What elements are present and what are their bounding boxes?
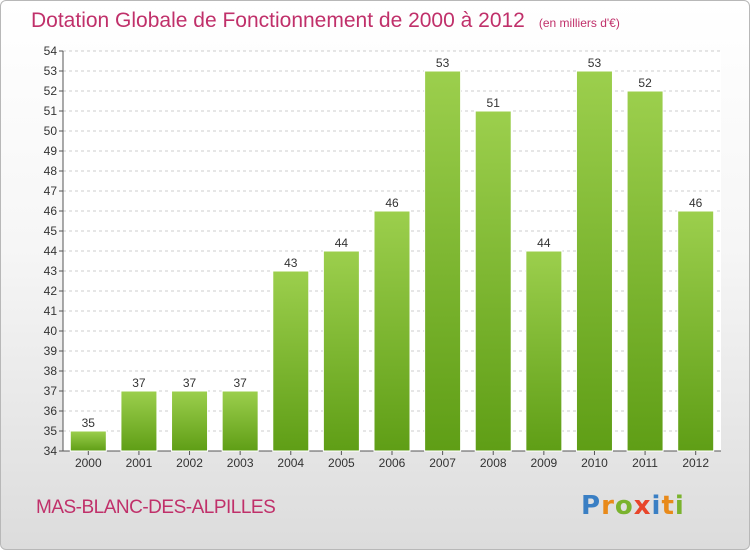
proxiti-logo: Proxiti: [581, 491, 685, 521]
y-tick-label: 50: [44, 124, 58, 138]
y-tick-label: 49: [44, 144, 58, 158]
x-tick-label: 2005: [328, 456, 355, 470]
y-tick-label: 54: [44, 44, 58, 58]
logo-letter: P: [581, 491, 602, 521]
x-tick-label: 2012: [682, 456, 709, 470]
y-tick-label: 43: [44, 264, 58, 278]
x-tick-label: 2003: [227, 456, 254, 470]
x-tick-label: 2001: [126, 456, 153, 470]
y-tick-label: 40: [44, 324, 58, 338]
x-tick-label: 2000: [75, 456, 102, 470]
x-tick-label: 2010: [581, 456, 608, 470]
bar: [171, 390, 209, 452]
y-tick-label: 37: [44, 384, 58, 398]
logo-letter: t: [661, 491, 675, 521]
y-tick-label: 41: [44, 304, 58, 318]
y-tick-label: 53: [44, 64, 58, 78]
logo-letter: x: [633, 491, 652, 521]
bar: [272, 270, 310, 452]
y-tick-label: 47: [44, 184, 58, 198]
chart-title-text: Dotation Globale de Fonctionnement de 20…: [31, 9, 525, 32]
x-tick-label: 2004: [277, 456, 304, 470]
town-name: MAS-BLANC-DES-ALPILLES: [36, 497, 276, 518]
bar: [424, 70, 462, 452]
logo-letter: i: [651, 491, 662, 521]
y-tick-label: 46: [44, 204, 58, 218]
x-tick-label: 2011: [632, 456, 658, 470]
bar-value-label: 37: [183, 376, 197, 390]
logo-letter: r: [601, 491, 615, 521]
y-tick-label: 34: [44, 444, 58, 458]
bar-value-label: 44: [335, 236, 349, 250]
bar-value-label: 35: [82, 416, 96, 430]
bar-value-label: 51: [487, 96, 501, 110]
bar: [677, 210, 715, 452]
logo-letter: o: [614, 491, 634, 521]
x-tick-label: 2008: [480, 456, 507, 470]
bar: [525, 250, 563, 452]
bar: [221, 390, 259, 452]
bar: [474, 110, 512, 452]
bar: [120, 390, 158, 452]
x-tick-label: 2007: [429, 456, 456, 470]
x-tick-label: 2009: [530, 456, 557, 470]
x-tick-label: 2002: [176, 456, 203, 470]
bar: [69, 430, 107, 452]
bar-value-label: 46: [385, 196, 399, 210]
y-tick-label: 42: [44, 284, 58, 298]
bar-value-label: 43: [284, 256, 298, 270]
chart-title: Dotation Globale de Fonctionnement de 20…: [31, 9, 620, 33]
y-tick-label: 35: [44, 424, 58, 438]
logo-letter: i: [674, 491, 685, 521]
chart-subtitle: (en milliers d'€): [538, 16, 620, 30]
y-tick-label: 44: [44, 244, 58, 258]
x-tick-label: 2006: [379, 456, 406, 470]
bar: [575, 70, 613, 452]
y-tick-label: 51: [44, 104, 58, 118]
bar: [373, 210, 411, 452]
y-tick-label: 39: [44, 344, 58, 358]
bar-value-label: 53: [436, 56, 450, 70]
bar-value-label: 52: [638, 76, 652, 90]
y-tick-label: 36: [44, 404, 58, 418]
bar-value-label: 53: [588, 56, 602, 70]
bar-value-label: 37: [132, 376, 146, 390]
y-tick-label: 38: [44, 364, 58, 378]
y-tick-label: 48: [44, 164, 58, 178]
y-tick-label: 45: [44, 224, 58, 238]
bar-value-label: 46: [689, 196, 703, 210]
bar-value-label: 37: [233, 376, 247, 390]
bar: [322, 250, 360, 452]
bar-value-label: 44: [537, 236, 551, 250]
y-tick-label: 52: [44, 84, 58, 98]
bar: [626, 90, 664, 452]
